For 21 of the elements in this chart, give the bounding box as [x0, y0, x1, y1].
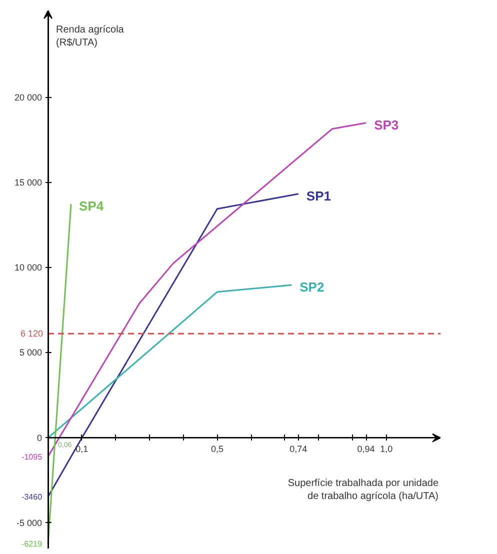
- x-axis-title: Superfície trabalhada por unidade de trabalho agrícola (ha/UTA): [288, 478, 439, 502]
- y-tick-label: 15 000: [14, 177, 42, 188]
- y-tick-label: 10 000: [14, 262, 42, 273]
- x-tick-label: 0,1: [76, 444, 88, 454]
- y-tick-label: -1095: [22, 452, 43, 462]
- x-tick-label: 0,74: [290, 444, 308, 454]
- series-label: SP3: [374, 117, 399, 132]
- x-tick-label: 0,5: [210, 444, 224, 454]
- series-label: SP4: [79, 198, 104, 214]
- y-tick-label: 20 000: [14, 92, 42, 102]
- y-tick-label: -6219: [22, 540, 43, 549]
- ref-line-label: 6 120: [20, 328, 44, 339]
- x-tick-label: 0,94: [357, 444, 375, 454]
- series-label: SP1: [306, 188, 331, 204]
- y-tick-label: -3460: [22, 492, 43, 502]
- y-tick-label: 0: [37, 432, 42, 443]
- series-label: SP2: [300, 279, 324, 294]
- x-tick-label: 1,0: [380, 444, 393, 454]
- y-tick-label: 5 000: [20, 348, 42, 358]
- y-axis-title: Renda agrícola (R$/UTA): [56, 24, 124, 49]
- y-tick-label: -5 000: [16, 518, 42, 528]
